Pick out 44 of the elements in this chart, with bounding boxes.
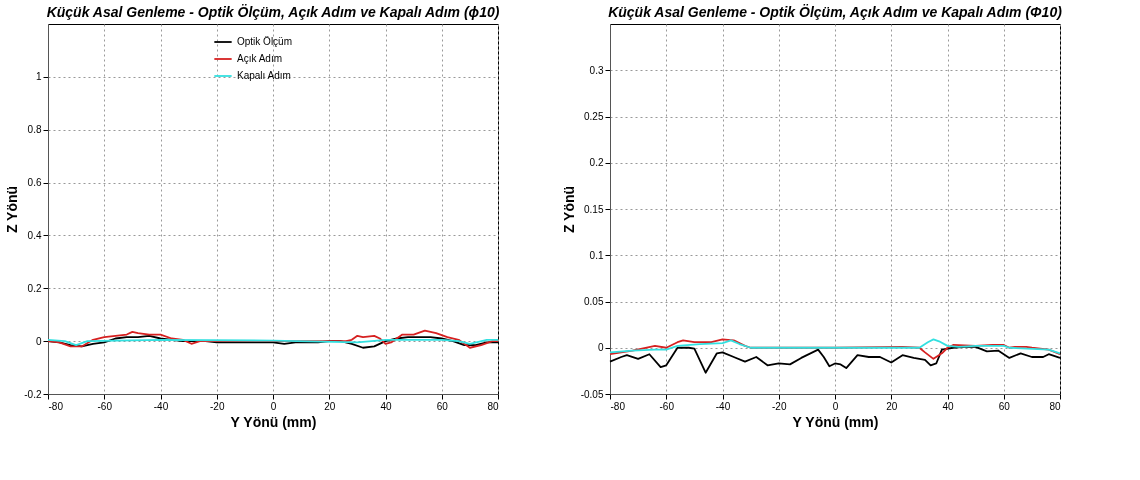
x-tick-label: -20 xyxy=(772,400,787,412)
y-tick-label: 0.3 xyxy=(589,64,604,76)
x-tick-label: 0 xyxy=(832,400,839,412)
x-tick-label: 80 xyxy=(1049,400,1061,412)
y-tick-label: 0.2 xyxy=(27,282,42,294)
x-tick-label: 20 xyxy=(886,400,898,412)
x-tick-label: -60 xyxy=(97,400,113,412)
y-tick-label: 0.6 xyxy=(27,177,42,189)
x-axis-title: Y Yönü (mm) xyxy=(230,413,317,430)
line-series xyxy=(609,338,1061,355)
legend-label: Optik Ölçüm xyxy=(237,36,293,47)
chart-title: Küçük Asal Genleme - Optik Ölçüm, Açık Adım ve Kapalı Adım (Φ10) xyxy=(608,4,1063,20)
x-tick-label: 0 xyxy=(270,400,277,412)
x-tick-label: 60 xyxy=(998,400,1011,412)
legend-label: Açık Adım xyxy=(237,53,283,64)
y-tick-label: 0.2 xyxy=(589,157,604,169)
y-tick-label: 0 xyxy=(597,342,604,354)
y-tick-label: -0.2 xyxy=(24,388,42,400)
x-tick-label: 20 xyxy=(324,400,336,412)
x-tick-label: 80 xyxy=(487,400,499,412)
x-tick-label: -60 xyxy=(659,400,675,412)
x-axis-title: Y Yönü (mm) xyxy=(792,413,879,430)
y-axis-title: Z Yönü xyxy=(4,185,21,234)
y-tick-label: 0.15 xyxy=(584,203,604,215)
y-tick-label: 0.8 xyxy=(27,124,42,136)
x-tick-label: 40 xyxy=(942,400,954,412)
x-tick-label: -40 xyxy=(153,400,169,412)
x-tick-label: -20 xyxy=(210,400,225,412)
x-tick-label: 60 xyxy=(436,400,449,412)
x-tick-label: -40 xyxy=(715,400,731,412)
x-tick-label: -80 xyxy=(48,400,64,412)
x-tick-label: -80 xyxy=(610,400,626,412)
y-tick-label: 0.05 xyxy=(584,296,604,307)
y-axis-title: Z Yönü xyxy=(560,185,577,234)
line-series xyxy=(47,329,499,349)
x-tick-label: 40 xyxy=(380,400,392,412)
y-tick-label: 0.25 xyxy=(584,111,604,122)
y-tick-label: 0.1 xyxy=(589,249,604,261)
y-tick-label: 0 xyxy=(35,335,42,347)
y-tick-label: 0.4 xyxy=(27,229,42,241)
legend-label: Kapalı Adım xyxy=(237,70,291,81)
chart-title: Küçük Asal Genleme - Optik Ölçüm, Açık Adım ve Kapalı Adım (ϕ10) xyxy=(46,4,500,20)
y-tick-label: 1 xyxy=(35,71,42,83)
y-tick-label: -0.05 xyxy=(580,388,604,400)
